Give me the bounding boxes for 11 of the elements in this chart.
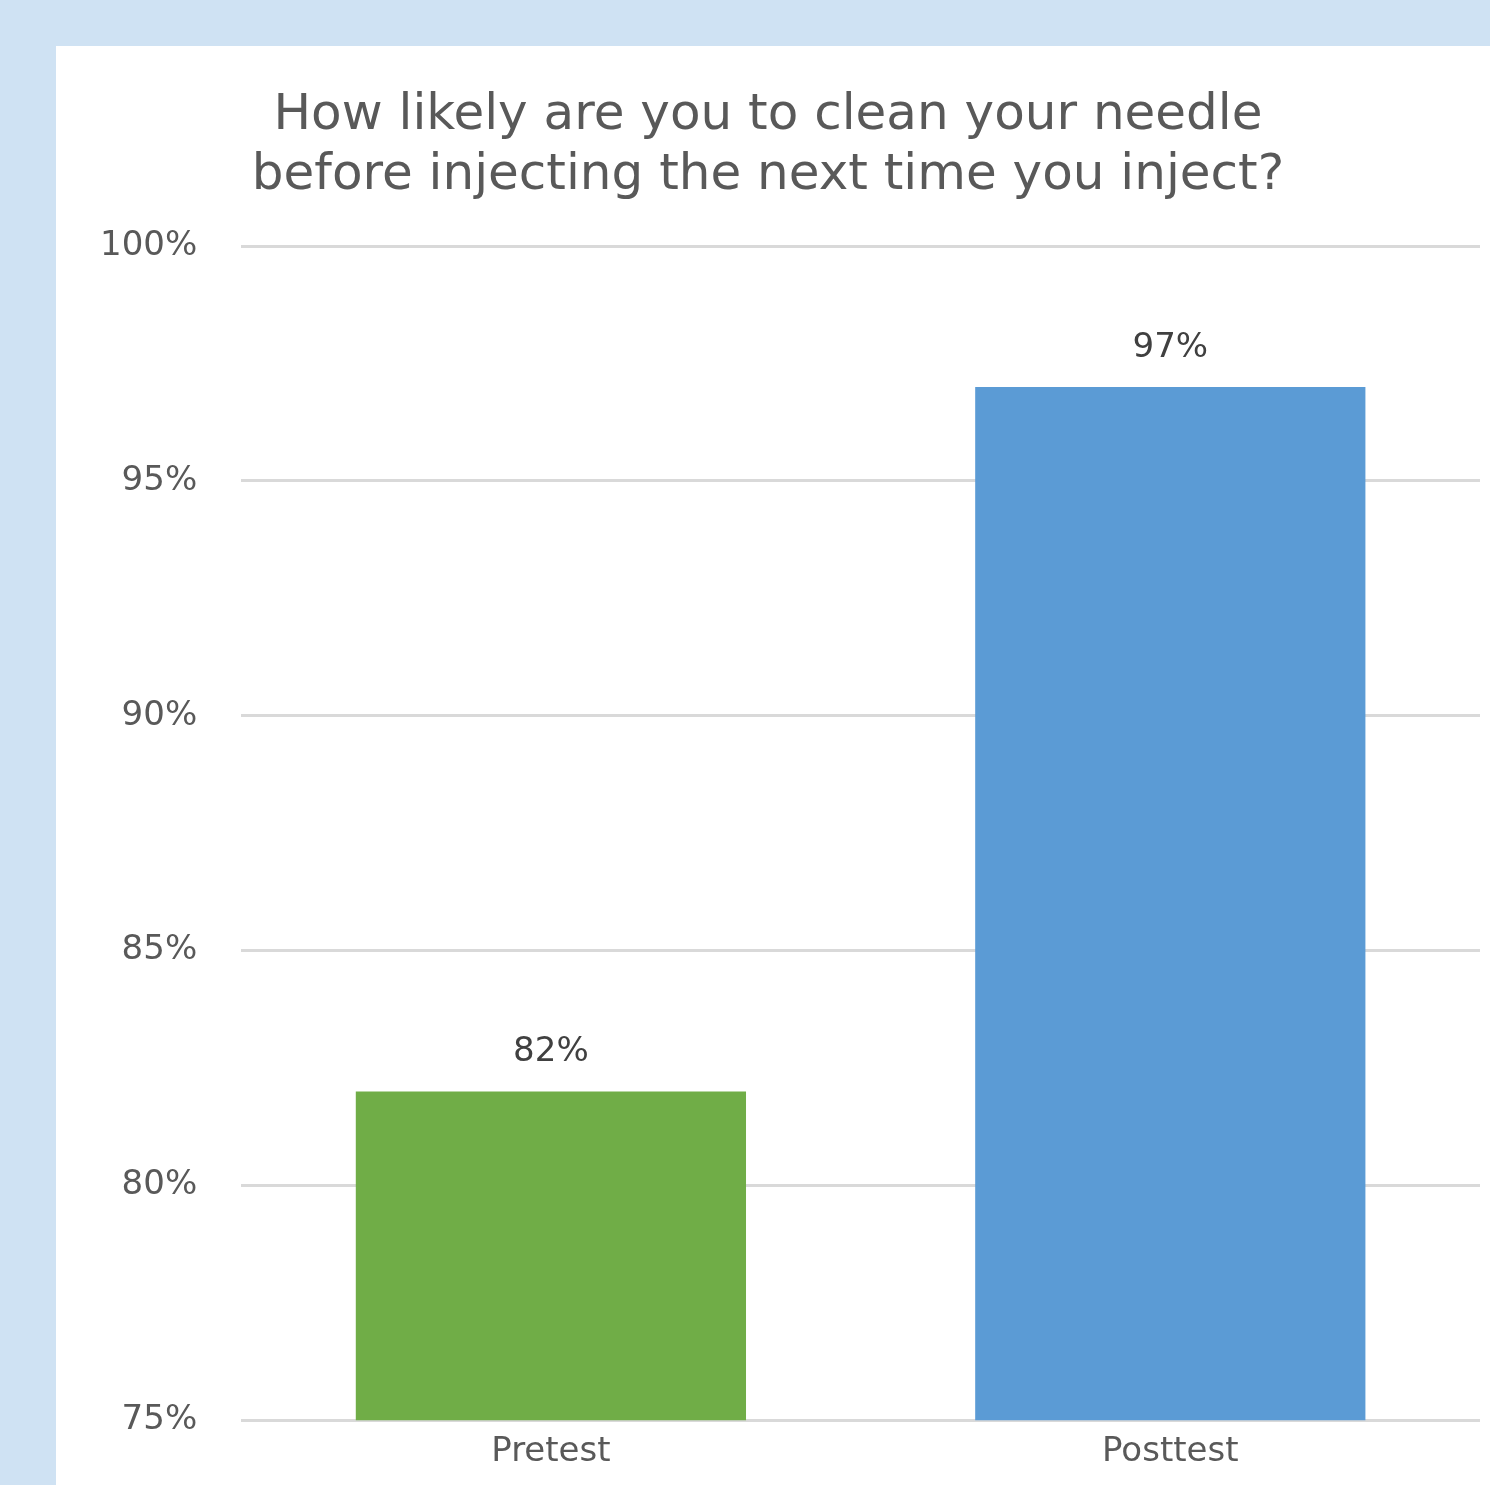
y-tick-label: 85%: [121, 927, 198, 968]
x-tick-label: Pretest: [491, 1429, 611, 1470]
data-label: 82%: [513, 1029, 589, 1070]
y-tick-label: 75%: [121, 1397, 198, 1438]
y-tick-label: 95%: [121, 457, 198, 498]
data-label: 97%: [1132, 324, 1209, 365]
y-tick-label: 80%: [121, 1162, 198, 1203]
chart-title: How likely are you to clean your needle before injecting the next time you inject?: [251, 82, 1285, 201]
y-tick-label: 100%: [100, 222, 198, 263]
x-tick-label: Posttest: [1102, 1429, 1239, 1470]
y-tick-label: 90%: [121, 692, 198, 733]
